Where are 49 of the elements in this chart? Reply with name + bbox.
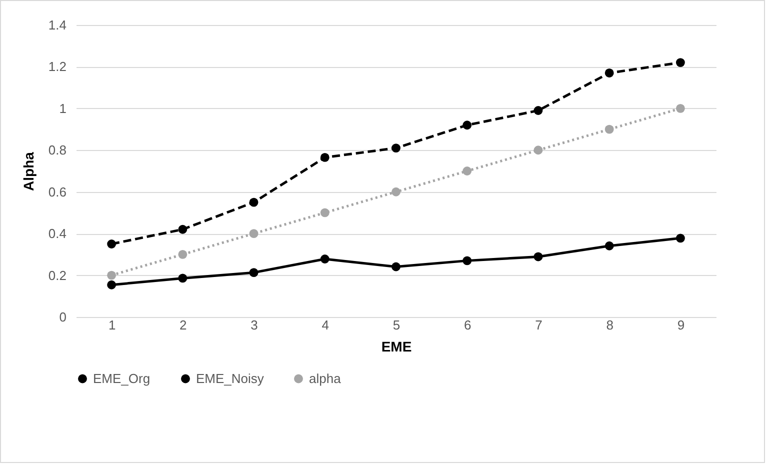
point <box>178 250 188 259</box>
legend-label: EME_Org <box>93 370 150 386</box>
point <box>534 146 543 155</box>
point <box>462 120 472 130</box>
legend-label: alpha <box>309 370 342 386</box>
point <box>676 234 685 243</box>
point <box>462 166 472 176</box>
y-tick-label: 0.8 <box>48 142 66 158</box>
y-tick-label: 0.6 <box>48 184 66 200</box>
x-tick-label: 3 <box>250 318 258 332</box>
point <box>107 240 116 248</box>
point <box>462 256 472 266</box>
point <box>392 187 400 196</box>
point <box>534 252 543 262</box>
point <box>604 241 614 250</box>
y-axis-title: Alpha <box>20 152 36 191</box>
point <box>249 229 258 238</box>
y-tick-label: 1.2 <box>48 59 66 74</box>
y-tick-label: 1.4 <box>48 18 66 32</box>
point <box>178 274 188 283</box>
y-tick-label: 1 <box>59 100 66 116</box>
x-tick-label: 5 <box>392 318 400 332</box>
x-tick-label: 6 <box>464 318 472 332</box>
x-tick-label: 4 <box>322 318 330 332</box>
point <box>178 224 188 234</box>
x-tick-label: 1 <box>108 318 116 332</box>
y-tick-label: 0 <box>59 310 66 324</box>
point <box>107 270 116 280</box>
point <box>249 268 258 278</box>
y-tick-label: 0.4 <box>48 226 66 242</box>
point <box>604 68 614 78</box>
point <box>320 152 330 162</box>
point <box>107 280 116 290</box>
x-tick-label: 8 <box>606 318 614 332</box>
y-tick-label: 0.2 <box>48 268 66 283</box>
point <box>320 208 330 218</box>
point <box>676 58 685 68</box>
x-tick-label: 7 <box>535 318 542 332</box>
x-axis-title: EME <box>381 338 412 354</box>
point <box>676 104 685 113</box>
point <box>392 144 400 153</box>
point <box>392 262 400 272</box>
x-tick-label: 9 <box>677 318 685 332</box>
point <box>604 124 614 134</box>
legend-label: EME_Noisy <box>196 370 264 386</box>
point <box>320 254 330 264</box>
x-tick-label: 2 <box>180 318 187 332</box>
point <box>249 198 258 207</box>
point <box>534 106 543 115</box>
